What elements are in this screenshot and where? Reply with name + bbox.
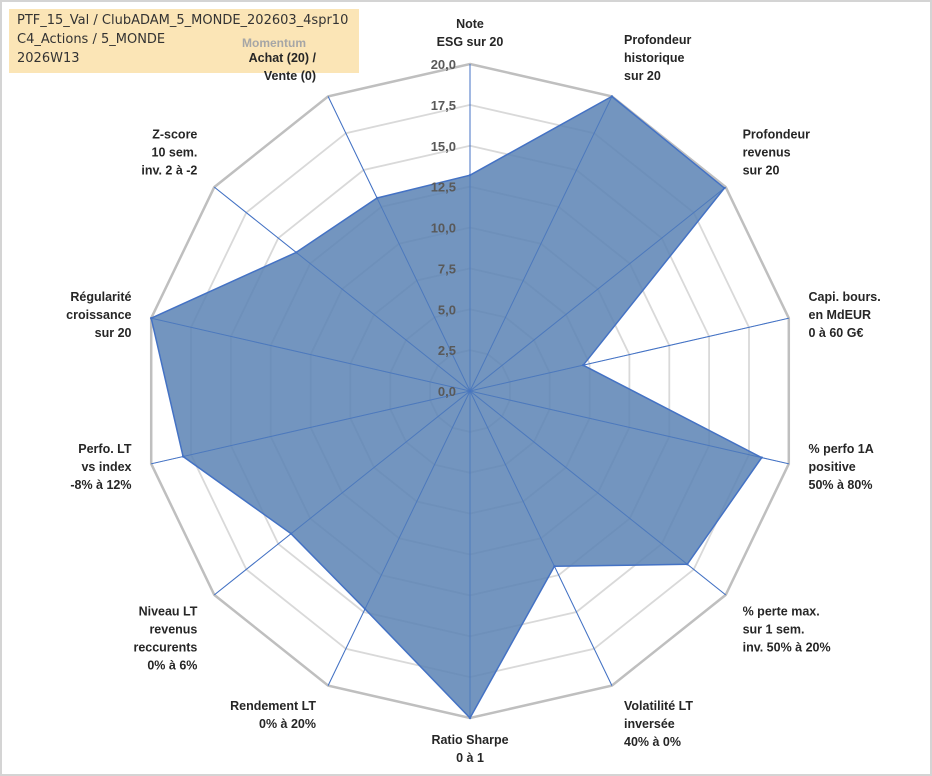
axis-spoke-overlay <box>327 96 471 392</box>
axis-label-line: Achat (20) / <box>249 51 317 65</box>
axis-label-line: Ratio Sharpe <box>431 733 508 747</box>
axis-spoke-overlay <box>327 390 471 686</box>
axis-label: Note ESG sur 20 <box>437 17 504 49</box>
axis-label-line: 0 à 60 G€ <box>809 326 864 340</box>
axis-spoke-overlay <box>469 390 726 596</box>
axis-label-line: -8% à 12% <box>70 478 131 492</box>
axis-label-line: % perfo 1A <box>809 442 874 456</box>
axis-label: Achat (20) / Vente (0) <box>249 51 317 83</box>
axis-label: Profondeur historique sur 20 <box>624 33 691 83</box>
axis-label-line: reccurents <box>133 641 197 655</box>
axis-label-line: Profondeur <box>743 127 810 141</box>
axis-label: Perfo. LT vs index -8% à 12% <box>70 442 132 492</box>
axis-spoke-overlay <box>469 186 726 392</box>
axis-label-line: sur 20 <box>95 326 132 340</box>
axis-spoke-overlay <box>214 390 471 596</box>
tick-label: 7,5 <box>438 261 456 276</box>
axis-label-line: Rendement LT <box>230 699 316 713</box>
axis-label: Ratio Sharpe 0 à 1 <box>431 733 508 765</box>
axis-label: Capi. bours. en MdEUR 0 à 60 G€ <box>809 290 881 340</box>
axis-label-line: Capi. bours. <box>809 290 881 304</box>
axis-label-line: ESG sur 20 <box>437 35 504 49</box>
tick-label: 15,0 <box>431 139 456 154</box>
axis-label-line: Volatilité LT <box>624 699 693 713</box>
axis-label-line: Vente (0) <box>264 69 316 83</box>
axis-label: % perfo 1A positive 50% à 80% <box>809 442 874 492</box>
axis-label-line: inv. 2 à -2 <box>141 163 197 177</box>
axis-label: Régularité croissance sur 20 <box>66 290 131 340</box>
tick-label: 20,0 <box>431 57 456 72</box>
axis-spoke-overlay <box>214 186 471 392</box>
momentum-group-label: Momentum <box>242 36 306 50</box>
axis-label-line: Régularité <box>70 290 131 304</box>
axis-label: Volatilité LT inversée 40% à 0% <box>624 699 693 749</box>
axis-label: % perte max. sur 1 sem. inv. 50% à 20% <box>743 605 831 655</box>
axis-label-line: positive <box>809 460 856 474</box>
axis-label-line: vs index <box>81 460 131 474</box>
axis-label-line: 10 sem. <box>152 145 198 159</box>
axis-label-line: sur 20 <box>624 69 661 83</box>
axis-label-line: revenus <box>743 145 791 159</box>
axis-label: Niveau LT revenus reccurents 0% à 6% <box>133 605 197 673</box>
tick-label: 10,0 <box>431 221 456 236</box>
axis-label: Z-score 10 sem. inv. 2 à -2 <box>141 127 197 177</box>
axis-spoke-overlay <box>469 390 613 686</box>
tick-label: 2,5 <box>438 343 456 358</box>
axis-label-line: Profondeur <box>624 33 691 47</box>
axis-label-line: historique <box>624 51 684 65</box>
axis-label: Profondeur revenus sur 20 <box>743 127 810 177</box>
axis-label-line: Niveau LT <box>139 605 198 619</box>
portfolio-category: C4_Actions / 5_MONDE <box>17 32 166 47</box>
axis-label-line: 0% à 20% <box>259 717 316 731</box>
axis-label-line: inv. 50% à 20% <box>743 641 831 655</box>
axis-label-line: Perfo. LT <box>78 442 132 456</box>
axis-spoke-overlay <box>469 96 613 392</box>
axis-label-line: 0% à 6% <box>147 659 197 673</box>
axis-spoke-overlay <box>151 317 471 392</box>
axis-spoke-overlay <box>469 390 789 465</box>
axis-spoke-overlay <box>151 390 471 465</box>
axis-label: Rendement LT 0% à 20% <box>230 699 316 731</box>
tick-label: 0,0 <box>438 384 456 399</box>
portfolio-week: 2026W13 <box>17 51 80 66</box>
axis-label-line: revenus <box>149 623 197 637</box>
axis-label-line: Note <box>456 17 484 31</box>
axis-label-line: sur 1 sem. <box>743 623 805 637</box>
portfolio-name: PTF_15_Val / ClubADAM_5_MONDE_202603_4sp… <box>17 13 349 28</box>
axis-label-line: % perte max. <box>743 605 820 619</box>
axis-label-line: sur 20 <box>743 163 780 177</box>
axis-label-line: en MdEUR <box>809 308 872 322</box>
axis-label-line: 50% à 80% <box>809 478 873 492</box>
tick-label: 5,0 <box>438 302 456 317</box>
axis-label-line: Z-score <box>152 127 197 141</box>
tick-label: 17,5 <box>431 98 456 113</box>
axis-label-line: 40% à 0% <box>624 735 681 749</box>
axis-label-line: croissance <box>66 308 131 322</box>
tick-label: 12,5 <box>431 180 456 195</box>
axis-label-line: 0 à 1 <box>456 751 484 765</box>
axis-spoke-overlay <box>469 317 789 392</box>
axis-label-line: inversée <box>624 717 675 731</box>
portfolio-info-box: PTF_15_Val / ClubADAM_5_MONDE_202603_4sp… <box>9 9 359 73</box>
